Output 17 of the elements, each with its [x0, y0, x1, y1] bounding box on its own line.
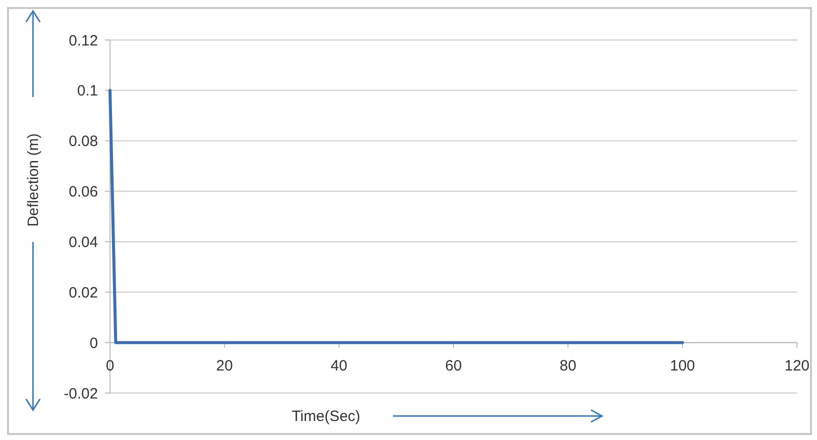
x-tick-label: 120	[784, 358, 810, 375]
x-tick-label: 100	[670, 358, 696, 375]
y-tick-label: 0.1	[77, 82, 98, 100]
y-tick-label: -0.02	[64, 385, 98, 402]
y-axis-title: Deflection (m)	[25, 133, 42, 227]
x-tick-label: 20	[216, 358, 233, 375]
y-tick-label: 0.02	[68, 284, 98, 302]
y-tick-label: 0.08	[68, 133, 98, 150]
y-tick-label: 0.06	[68, 184, 98, 201]
x-tick-label: 80	[560, 358, 576, 375]
x-tick-label: 60	[445, 358, 462, 375]
y-tick-label: 0.12	[68, 32, 98, 50]
y-tick-label: 0.04	[68, 234, 98, 251]
x-axis-title: Time(Sec)	[292, 408, 360, 425]
x-tick-label: 40	[330, 358, 348, 375]
x-tick-label: 0	[106, 358, 114, 375]
y-tick-label: 0	[90, 334, 98, 352]
